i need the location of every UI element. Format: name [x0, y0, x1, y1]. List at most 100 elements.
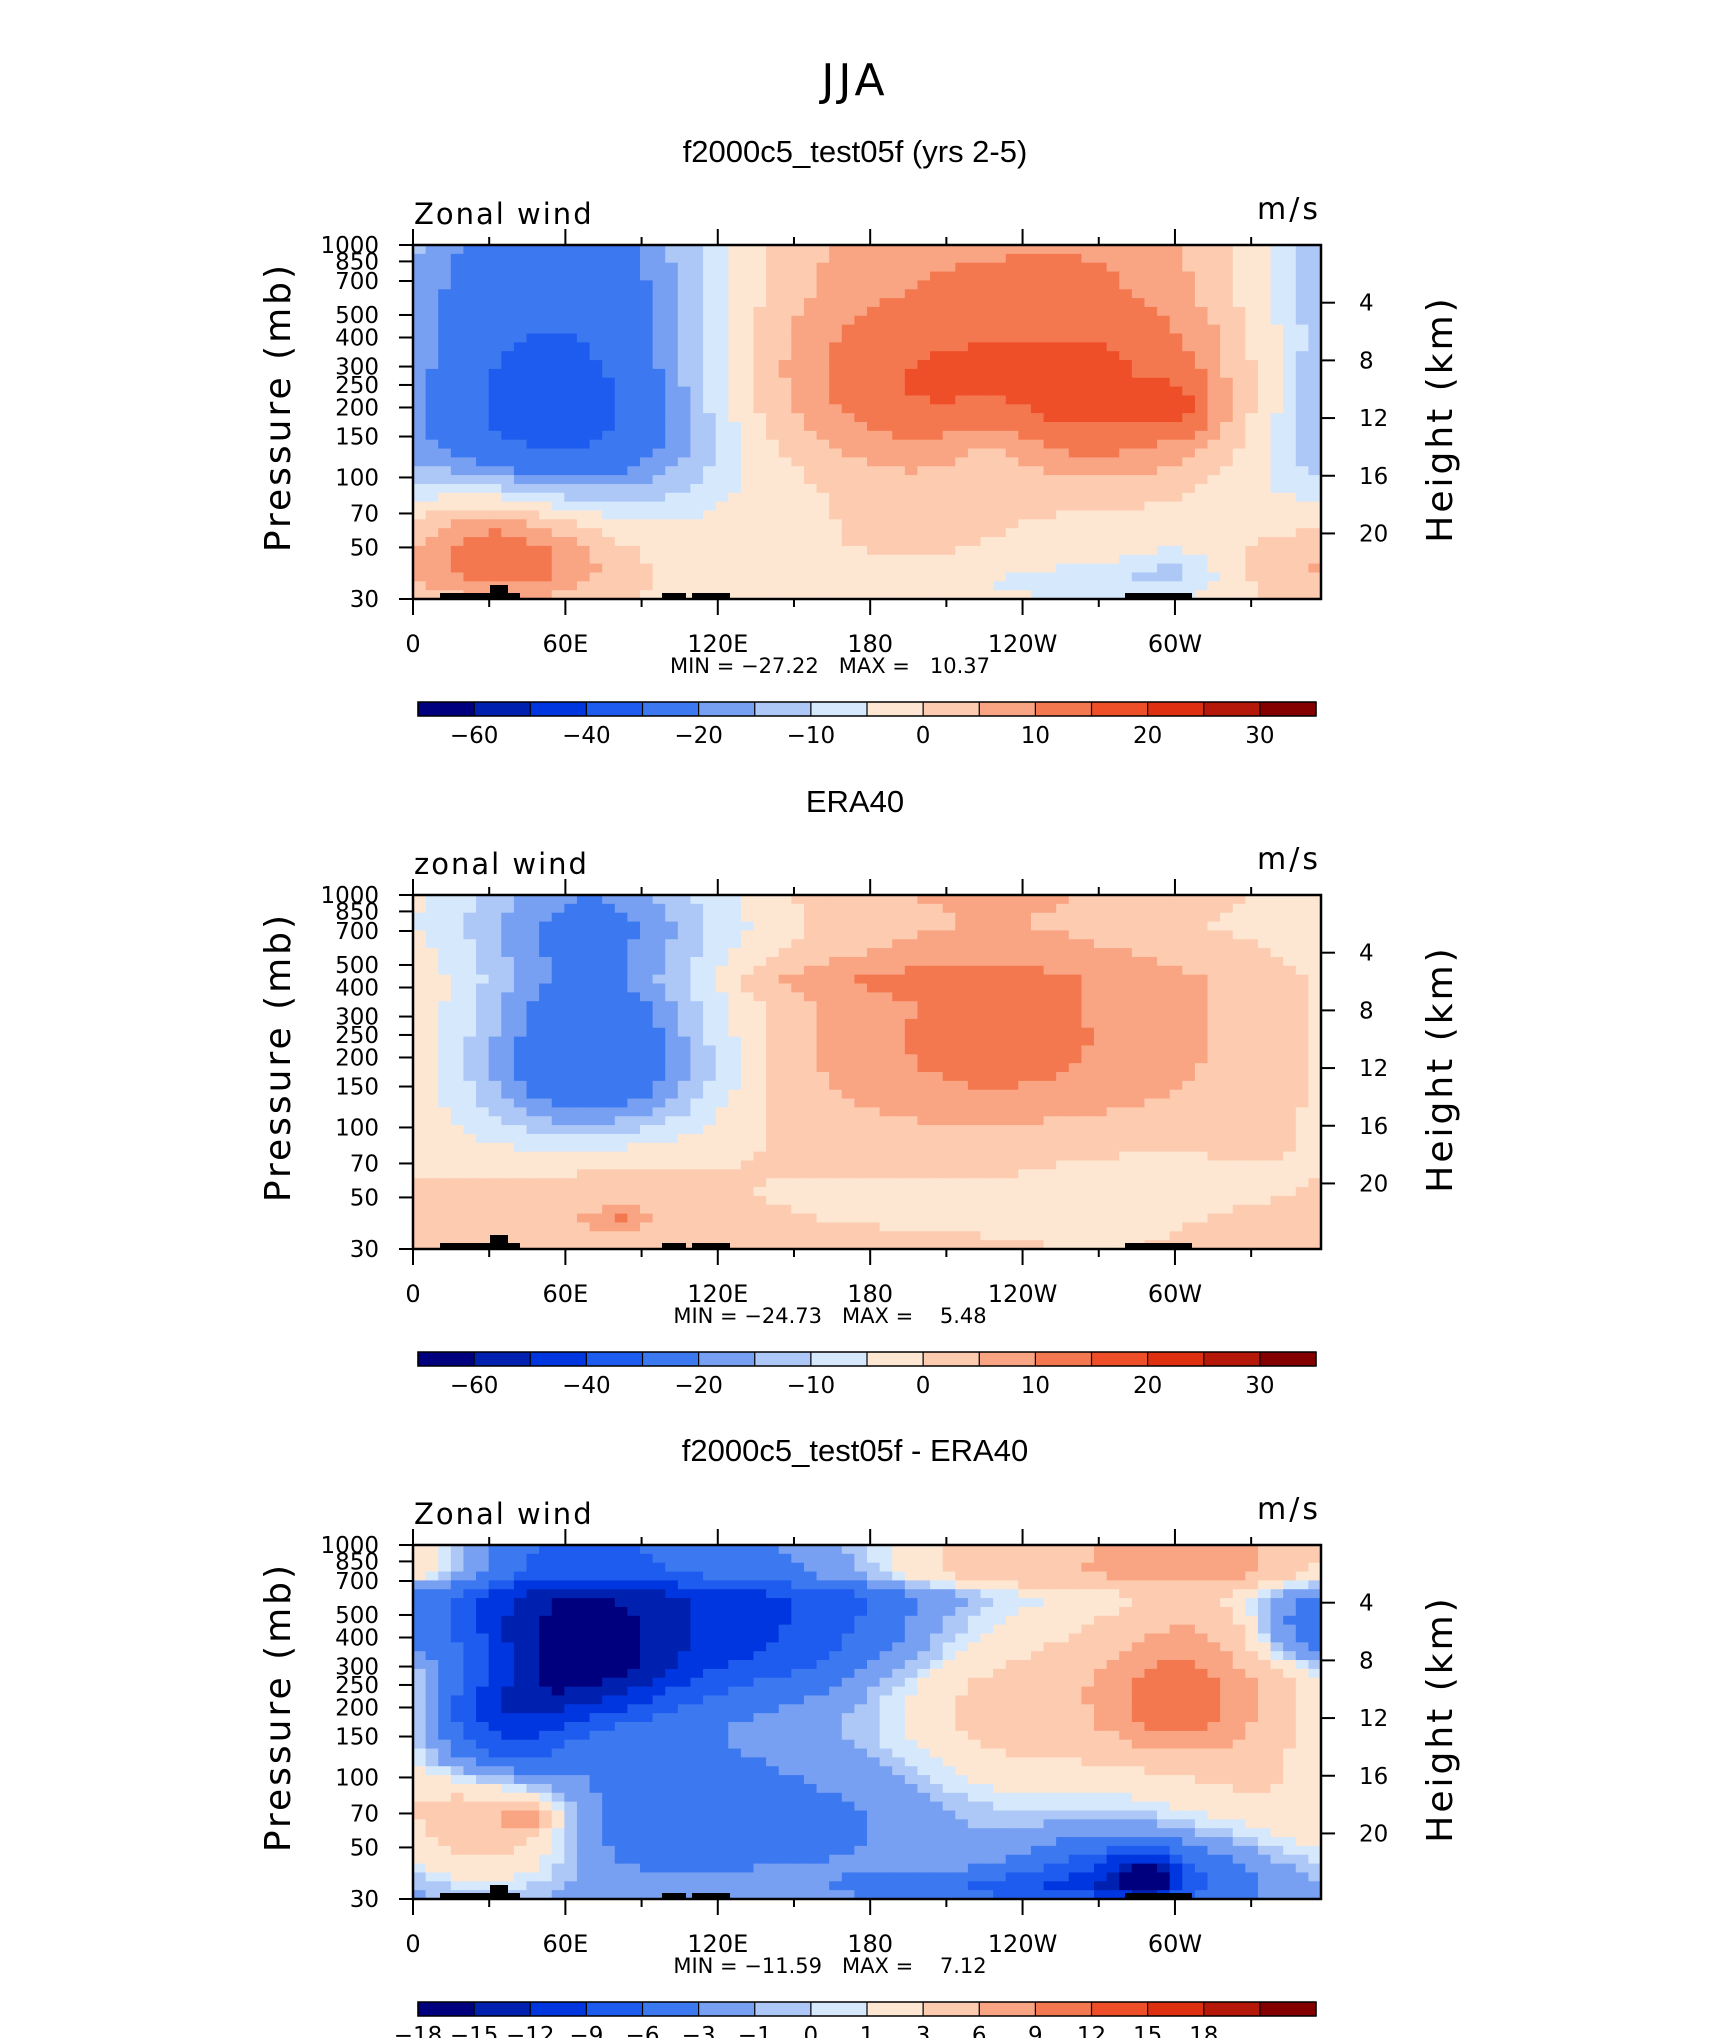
contour-cell: [1081, 386, 1095, 397]
contour-cell: [463, 422, 477, 432]
contour-cell: [1043, 545, 1057, 556]
contour-cell: [564, 1116, 578, 1126]
contour-cell: [1232, 948, 1246, 958]
contour-cell: [1295, 1045, 1309, 1055]
contour-cell: [930, 956, 944, 967]
contour-cell: [955, 903, 969, 914]
contour-cell: [1220, 974, 1234, 985]
contour-cell: [841, 545, 855, 556]
contour-cell: [1030, 1080, 1045, 1091]
contour-cell: [1056, 360, 1070, 370]
contour-cell: [1157, 1072, 1171, 1082]
contour-cell: [867, 1080, 881, 1091]
contour-cell: [1144, 1072, 1158, 1082]
contour-cell: [930, 315, 944, 326]
contour-cell: [1081, 315, 1095, 326]
contour-cell: [930, 974, 944, 985]
contour-cell: [425, 590, 439, 600]
contour-cell: [803, 430, 818, 441]
contour-cell: [892, 921, 906, 931]
contour-cell: [640, 1107, 654, 1117]
contour-cell: [640, 563, 654, 574]
contour-cell: [942, 492, 956, 503]
contour-cell: [728, 501, 742, 512]
contour-cell: [854, 528, 868, 538]
contour-cell: [1257, 895, 1272, 905]
contour-cell: [476, 404, 490, 414]
contour-cell: [740, 1133, 755, 1144]
contour-cell: [778, 501, 792, 512]
contour-cell: [413, 537, 427, 547]
contour-cell: [438, 360, 452, 370]
contour-cell: [640, 439, 654, 450]
contour-cell: [1081, 253, 1095, 264]
contour-cell: [1194, 430, 1209, 441]
contour-cell: [791, 466, 805, 476]
contour-cell: [967, 1001, 982, 1011]
contour-cell: [526, 563, 540, 574]
contour-cell: [602, 298, 616, 308]
contour-cell: [576, 974, 591, 985]
contour-cell: [602, 271, 616, 281]
contour-cell: [955, 1125, 969, 1135]
contour-cell: [589, 351, 603, 361]
contour-cell: [703, 1125, 717, 1135]
contour-cell: [942, 581, 956, 591]
contour-cell: [1169, 563, 1183, 574]
contour-cell: [703, 519, 717, 529]
contour-cell: [463, 1107, 477, 1117]
contour-cell: [690, 545, 704, 556]
contour-cell: [551, 1018, 565, 1029]
contour-cell: [413, 448, 427, 458]
contour-cell: [791, 386, 805, 397]
contour-cell: [816, 360, 830, 370]
contour-cell: [728, 466, 742, 476]
contour-cell: [841, 342, 855, 352]
contour-cell: [677, 448, 692, 458]
contour-cell: [1257, 253, 1272, 264]
contour-cell: [602, 554, 616, 565]
contour-cell: [513, 395, 528, 405]
contour-cell: [1232, 280, 1246, 290]
contour-cell: [1157, 1010, 1171, 1020]
contour-cell: [1194, 324, 1209, 335]
contour-cell: [1043, 1054, 1057, 1064]
contour-cell: [879, 422, 893, 432]
contour-cell: [1068, 545, 1082, 556]
contour-cell: [1232, 939, 1246, 949]
contour-cell: [425, 1063, 439, 1073]
contour-cell: [766, 956, 780, 967]
contour-cell: [1043, 563, 1057, 574]
contour-cell: [841, 439, 855, 450]
contour-cell: [1182, 1054, 1196, 1064]
contour-cell: [1144, 545, 1158, 556]
contour-cell: [564, 1054, 578, 1064]
contour-cell: [1119, 572, 1133, 582]
contour-cell: [1257, 912, 1272, 923]
contour-cell: [703, 537, 717, 547]
contour-cell: [1094, 430, 1108, 441]
contour-cell: [841, 1080, 855, 1091]
contour-cell: [1220, 992, 1234, 1002]
y-tick-label: 30: [350, 587, 379, 613]
contour-cell: [589, 992, 603, 1002]
contour-cell: [513, 930, 528, 940]
contour-cell: [1157, 537, 1171, 547]
contour-cell: [1081, 921, 1095, 931]
contour-cell: [1068, 280, 1082, 290]
contour-cell: [1194, 439, 1209, 450]
contour-cell: [904, 528, 919, 538]
contour-cell: [564, 475, 578, 485]
contour-cell: [930, 466, 944, 476]
contour-cell: [1043, 501, 1057, 512]
contour-cell: [1106, 404, 1120, 414]
contour-cell: [816, 466, 830, 476]
contour-cell: [1030, 1045, 1045, 1055]
contour-cell: [1283, 1116, 1297, 1126]
contour-cell: [993, 956, 1007, 967]
contour-cell: [892, 253, 906, 264]
contour-cell: [867, 430, 881, 441]
contour-cell: [803, 1072, 818, 1082]
contour-cell: [778, 1116, 792, 1126]
contour-cell: [917, 1133, 931, 1144]
